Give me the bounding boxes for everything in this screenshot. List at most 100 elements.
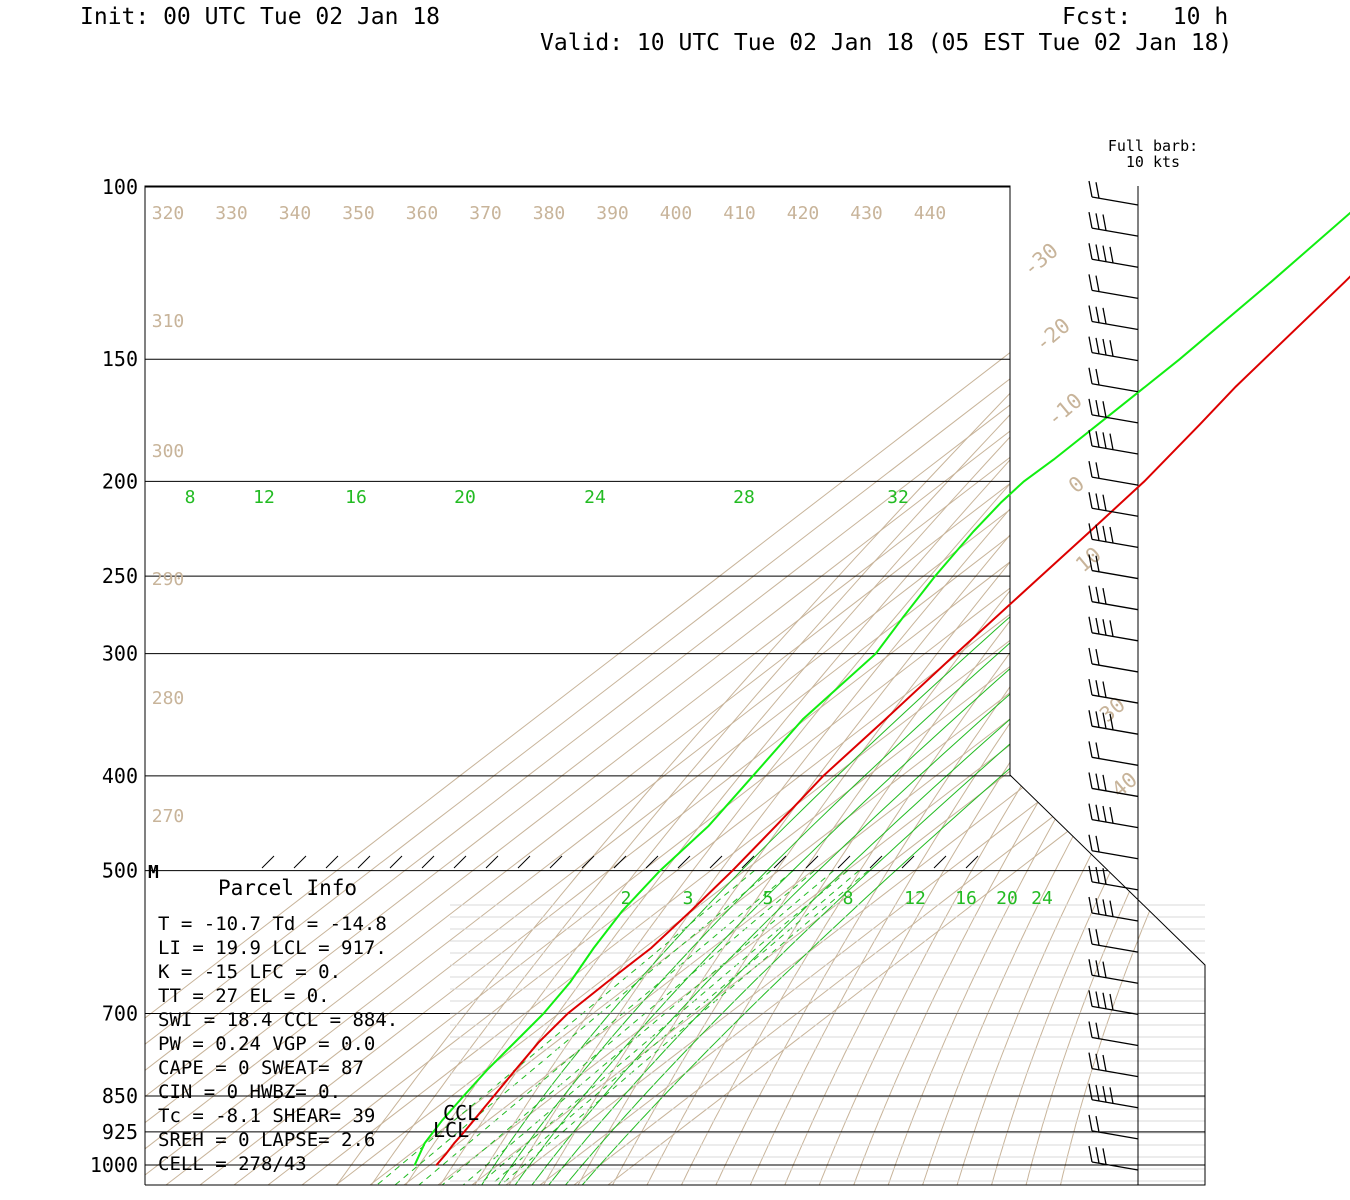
theta-label: 300 <box>152 441 185 462</box>
parcel-info-title: Parcel Info <box>218 876 357 900</box>
parcel-info-row: T = -10.7 Td = -14.8 <box>158 913 387 935</box>
theta-label: 340 <box>279 203 312 224</box>
temperature-profile-point <box>606 981 609 983</box>
wind-barb-flag <box>1109 713 1114 730</box>
mixing-ratio-line <box>489 870 860 1185</box>
wind-barb-flag <box>1095 431 1100 448</box>
wind-barb-flag <box>1088 865 1093 882</box>
isotherm-line <box>198 186 1205 1185</box>
wind-barb-flag <box>1095 244 1100 261</box>
wind-barb-flag <box>1109 620 1114 637</box>
temperature-profile-point <box>567 1012 569 1015</box>
temperature-profile-point <box>453 1142 456 1144</box>
pressure-label-850: 850 <box>102 1084 138 1108</box>
temperature-profile-point <box>822 775 825 777</box>
parcel-info-row: CIN = 0 HWBZ= 0. <box>158 1081 341 1103</box>
wind-barb-staff <box>1091 881 1139 891</box>
temperature-profile-point <box>1344 281 1346 283</box>
wind-barb <box>1088 212 1139 237</box>
theta-line <box>439 186 1205 1185</box>
wind-barb-staff <box>1091 1099 1139 1109</box>
theta-line <box>508 186 1205 1185</box>
wind-barb <box>1088 554 1139 580</box>
wind-barb-flag <box>1102 245 1107 262</box>
wind-barb <box>1088 865 1139 891</box>
temperature-profile-point <box>514 1069 516 1071</box>
dewpoint-profile-point <box>972 530 975 533</box>
parcel-info-row: CAPE = 0 SWEAT= 87 <box>158 1057 364 1079</box>
dewpoint-profile-point <box>1144 385 1147 388</box>
valid-time: Valid: 10 UTC Tue 02 Jan 18 (05 EST Tue … <box>540 30 1233 56</box>
wind-barb <box>1088 616 1139 642</box>
parcel-info-row: LI = 19.9 LCL = 917. <box>158 937 387 959</box>
wind-barb-staff <box>1091 694 1139 704</box>
wind-barb-flag <box>1095 1053 1100 1070</box>
wind-barb-flag <box>1088 212 1093 229</box>
freezing-level-hatch <box>293 855 307 869</box>
theta-line <box>818 186 1205 1185</box>
freezing-level-hatch <box>741 855 755 869</box>
isotherm-line <box>572 186 1205 1185</box>
wind-barb-flag <box>1095 368 1100 386</box>
wind-barb-flag <box>1102 338 1107 356</box>
dewpoint-profile-point <box>1023 480 1025 483</box>
mixing-ratio-label: 5 <box>763 888 774 909</box>
freezing-level-hatch <box>421 855 435 869</box>
wind-barb-flag <box>1109 340 1114 357</box>
wind-barb-staff <box>1091 943 1139 953</box>
mixing-ratio-label: 8 <box>843 888 854 909</box>
dewpoint-profile-point <box>621 910 623 912</box>
freezing-level-hatch <box>933 855 947 869</box>
mixing-ratio-label: 12 <box>904 888 926 909</box>
isotherm-line <box>504 186 1205 1185</box>
dewpoint-profile-point <box>1178 358 1181 361</box>
dewpoint-profile-point <box>462 1095 465 1097</box>
freezing-level-hatch <box>901 855 915 869</box>
wind-barb-flag <box>1102 307 1107 325</box>
wind-barb-flag <box>1095 991 1100 1008</box>
wind-barb-flag <box>1088 927 1093 945</box>
pressure-label-700: 700 <box>102 1002 138 1026</box>
wind-barb-flag <box>1102 587 1107 605</box>
isobar-lines <box>145 186 1205 1182</box>
temperature-profile-point <box>1040 575 1042 577</box>
wind-barb-staff <box>1091 974 1139 984</box>
freezing-level-hatch <box>709 855 723 869</box>
theta-lines <box>335 186 1205 1185</box>
isotherm-line <box>145 186 1205 1185</box>
wind-barb <box>1088 305 1139 331</box>
theta-line <box>1025 186 1205 1185</box>
frame-outline <box>144 185 1206 1186</box>
pressure-label-1000: 1000 <box>90 1153 138 1177</box>
wind-barb-flag <box>1088 398 1093 416</box>
pressure-label-150: 150 <box>102 347 138 371</box>
wind-barb-staff <box>1091 850 1139 860</box>
theta-label: 270 <box>152 806 185 827</box>
isotherm-label: -10 <box>1042 388 1086 431</box>
wind-barb-flag <box>1095 804 1100 821</box>
wind-barb-flag <box>1095 898 1100 915</box>
pressure-label-100: 100 <box>102 175 138 199</box>
freezing-level-hatch <box>645 855 659 869</box>
wind-barb <box>1088 180 1139 206</box>
wind-barb-flag <box>1109 433 1114 450</box>
mixing-ratio-label: 12 <box>253 487 275 508</box>
freezing-level-hatch <box>517 855 531 869</box>
wind-barb-flag <box>1088 803 1093 820</box>
isotherm-line <box>164 186 1205 1185</box>
diagram-frame <box>144 185 1206 1186</box>
theta-label: 380 <box>533 203 566 224</box>
pressure-label-925: 925 <box>102 1120 138 1144</box>
wind-barb-flag <box>1095 649 1100 666</box>
wind-barb-flag <box>1095 586 1100 603</box>
isotherm-line <box>470 186 1205 1185</box>
wind-barb-flag <box>1095 742 1100 759</box>
parcel-info-table: T = -10.7 Td = -14.8LI = 19.9 LCL = 917.… <box>158 913 398 1175</box>
mixing-ratio-label: 24 <box>1031 888 1053 909</box>
wind-barb-staff <box>1091 289 1139 300</box>
dewpoint-profile-point <box>423 1142 426 1144</box>
wind-barb-flag <box>1088 367 1093 384</box>
isotherm-label: -20 <box>1030 313 1074 356</box>
wind-barb-staff <box>1091 227 1139 237</box>
freezing-level-hatch <box>613 855 627 869</box>
